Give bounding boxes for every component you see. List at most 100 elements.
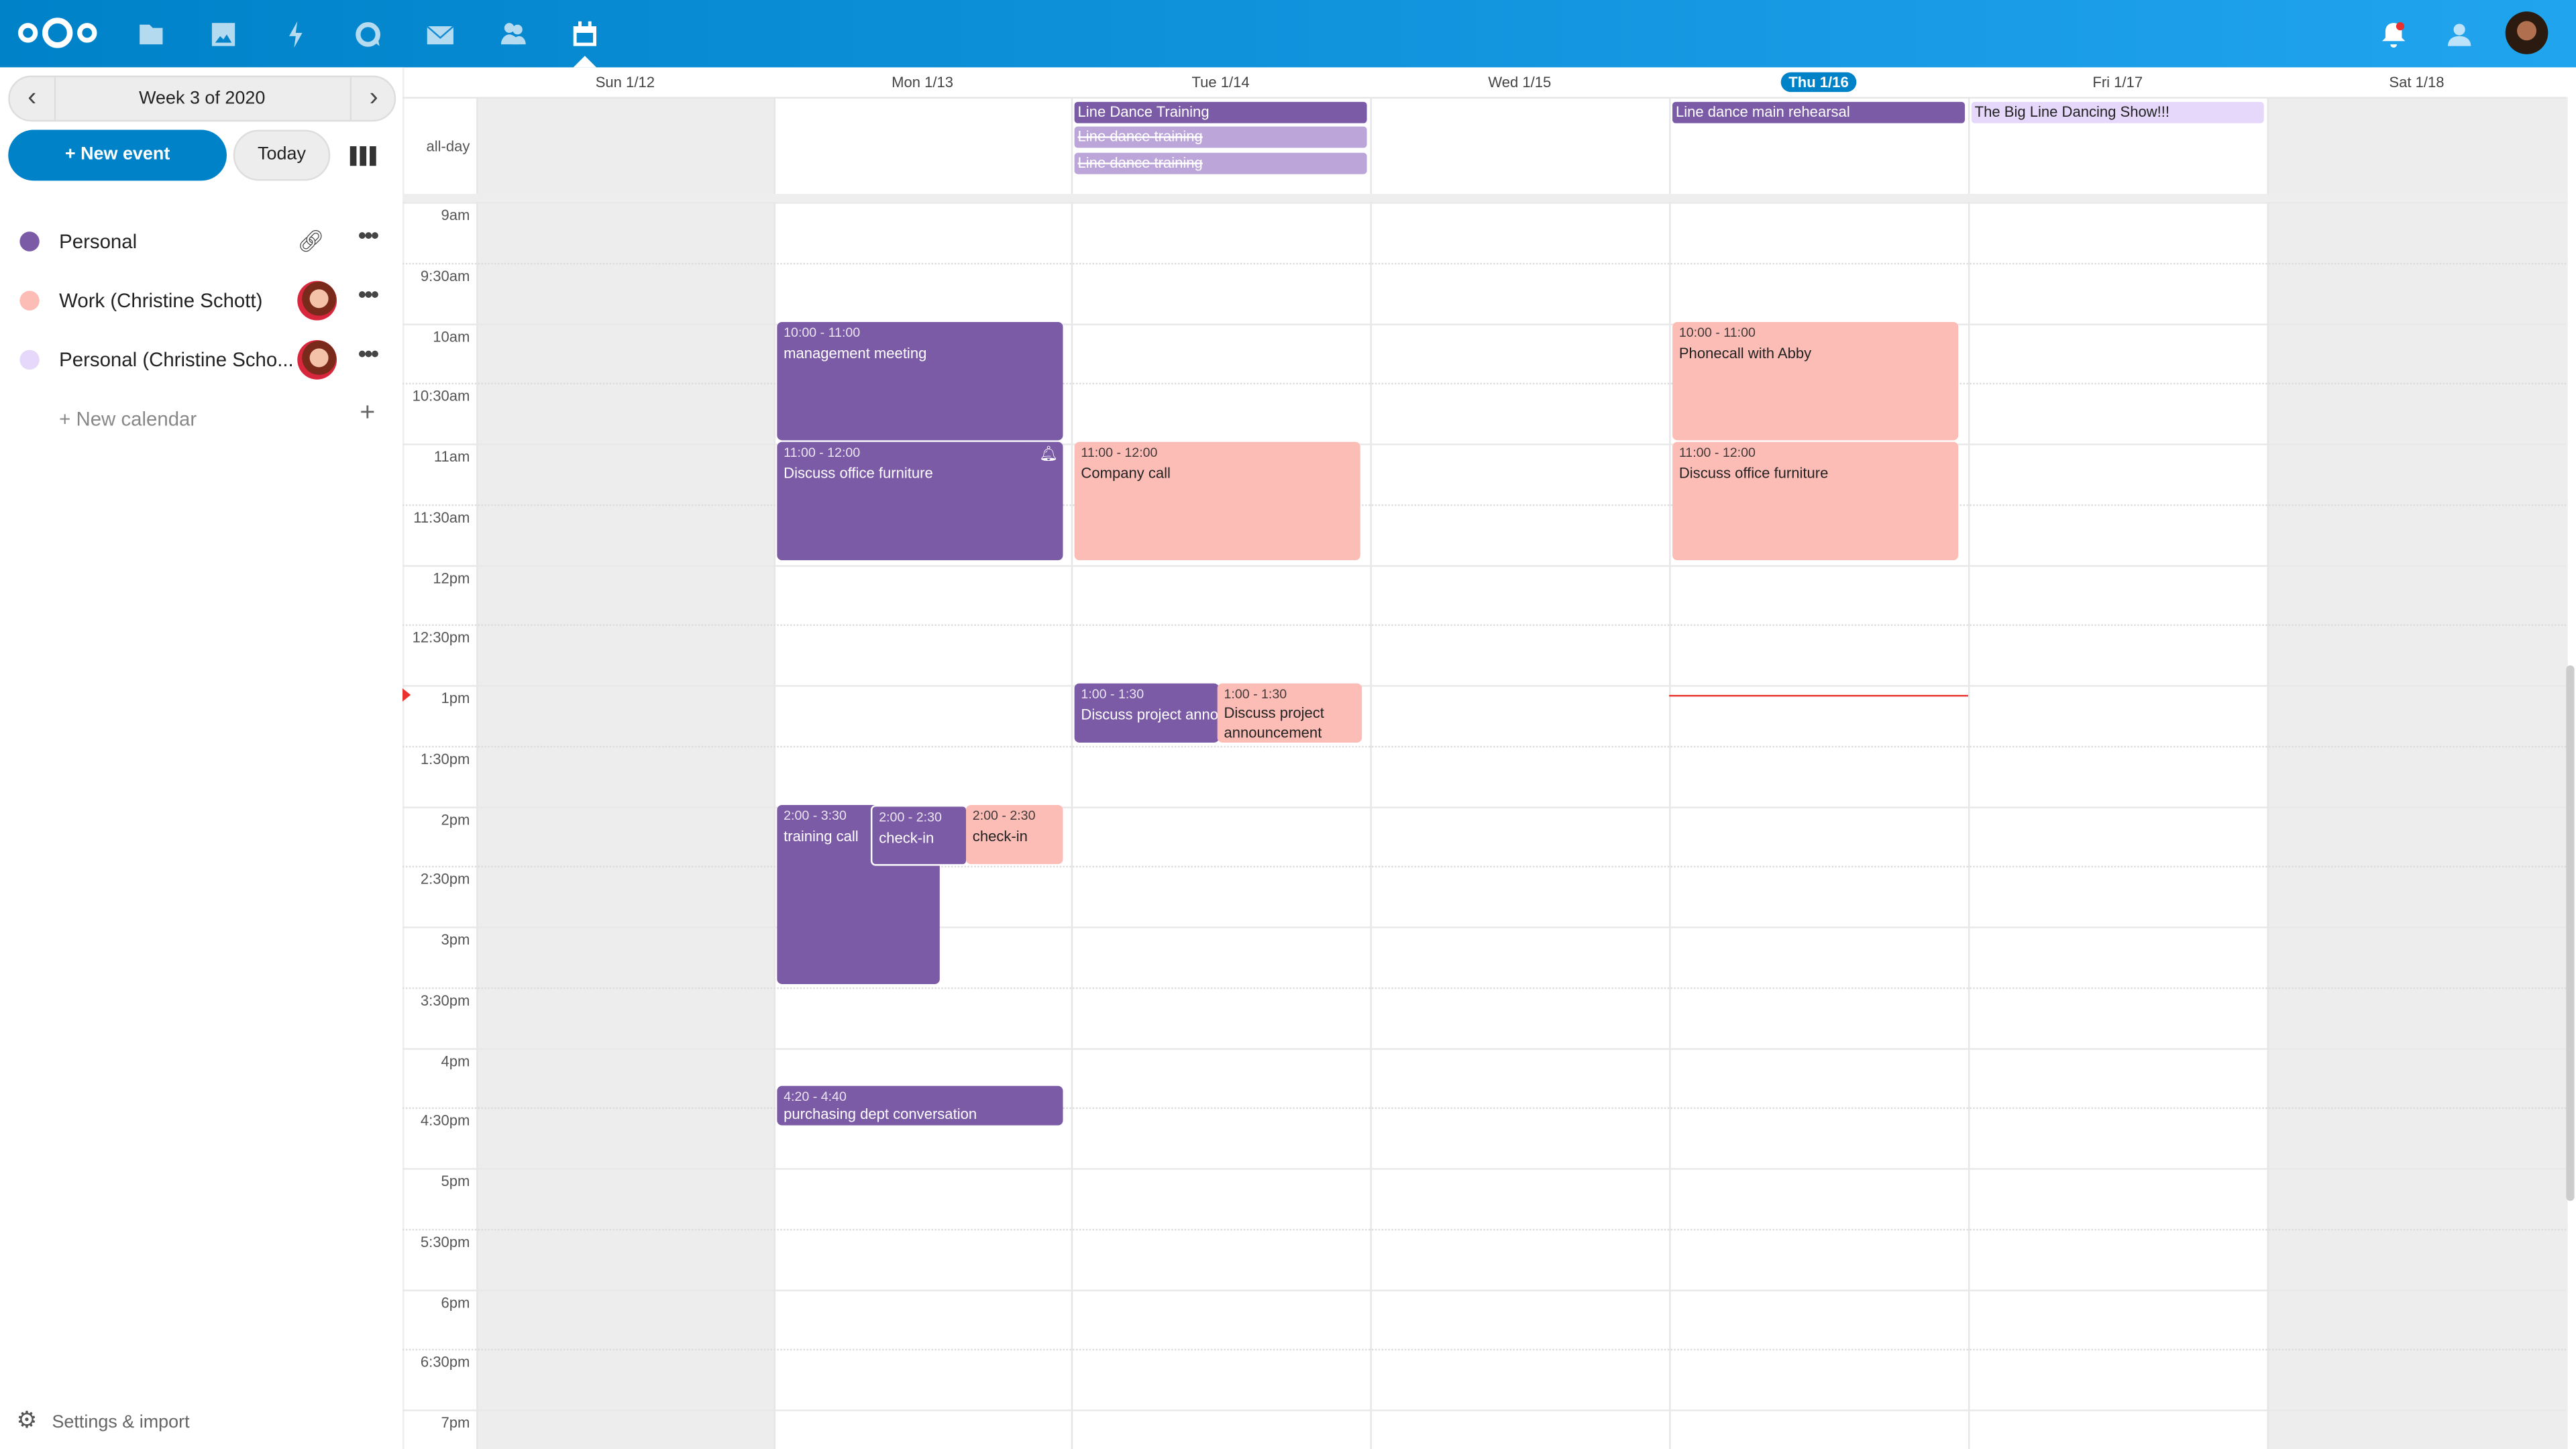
day-column-mon[interactable] [773, 97, 1073, 1449]
grid-line [402, 262, 2567, 264]
calendar-icon[interactable] [568, 18, 601, 51]
today-button[interactable]: Today [233, 129, 331, 181]
event-time: 4:20 - 4:40 [784, 1089, 847, 1104]
photos-icon[interactable] [207, 18, 240, 51]
all-day-event-cancelled[interactable]: Line dance training [1074, 152, 1367, 174]
contacts-icon[interactable] [496, 18, 529, 51]
calendar-name: Personal [59, 229, 138, 254]
view-columns-icon[interactable] [350, 145, 376, 174]
day-column-fri[interactable] [1968, 97, 2269, 1449]
calendar-color-dot[interactable] [19, 350, 40, 370]
calendar-item-work[interactable]: Work (Christine Schott) ••• [0, 271, 402, 330]
notifications-icon[interactable] [2377, 18, 2410, 51]
time-label: 9am [441, 207, 470, 224]
event-title: Discuss office furniture [1678, 465, 1829, 482]
event-title: Discuss office furniture [784, 465, 933, 482]
talk-icon[interactable] [352, 18, 384, 51]
grid-line [402, 202, 2567, 204]
time-label: 2:30pm [420, 871, 470, 888]
day-column-tue[interactable] [1071, 97, 1372, 1449]
day-header: Sat 1/18 [2389, 74, 2445, 91]
grid-line [402, 1289, 2567, 1291]
event[interactable]: 10:00 - 11:00 management meeting [777, 322, 1063, 441]
activity-icon[interactable] [279, 18, 312, 51]
calendar-name: Work (Christine Schott) [59, 289, 263, 313]
grid-line [402, 1168, 2567, 1170]
event-title: Discuss project announcement [1081, 706, 1219, 723]
day-header: Sun 1/12 [595, 74, 655, 91]
user-avatar[interactable] [2505, 11, 2548, 54]
scrollbar[interactable] [2566, 665, 2575, 1201]
event[interactable]: 11:00 - 12:00 Discuss office furniture 🔔︎ [777, 441, 1063, 561]
new-event-button[interactable]: + New event [8, 129, 227, 181]
all-day-divider [402, 193, 2567, 203]
day-header-today: Thu 1/16 [1669, 67, 1968, 97]
time-label: 4:30pm [420, 1112, 470, 1130]
day-column-sat[interactable] [2267, 97, 2568, 1449]
event[interactable]: 1:00 - 1:30 Discuss project announcement [1217, 683, 1362, 743]
all-day-event-cancelled[interactable]: Line dance training [1074, 126, 1367, 148]
settings-import-button[interactable]: ⚙ Settings & import [16, 1406, 189, 1434]
plus-icon[interactable]: + [360, 399, 376, 427]
owner-avatar [297, 339, 337, 380]
grid-line [402, 1228, 2567, 1230]
nextcloud-logo-icon[interactable] [16, 15, 98, 59]
event[interactable]: 10:00 - 11:00 Phonecall with Abby [1672, 322, 1959, 441]
week-label[interactable]: Week 3 of 2020 [139, 89, 266, 109]
files-icon[interactable] [135, 18, 168, 51]
previous-week-button[interactable]: ‹ [10, 77, 56, 120]
more-options-icon[interactable]: ••• [358, 221, 379, 248]
grid-line [402, 745, 2567, 747]
more-options-icon[interactable]: ••• [358, 339, 379, 367]
event-title: Discuss project announcement [1224, 704, 1324, 741]
event-time: 11:00 - 12:00 [1678, 445, 1756, 460]
all-day-event[interactable]: Line Dance Training [1074, 101, 1367, 123]
calendar-item-personal[interactable]: Personal 🔗︎ ••• [0, 212, 402, 271]
current-time-line [1669, 694, 1968, 697]
next-week-button[interactable]: › [350, 77, 396, 120]
mail-icon[interactable] [424, 18, 457, 51]
time-label: 5pm [441, 1173, 470, 1190]
contacts-menu-icon[interactable] [2443, 18, 2476, 51]
event[interactable]: 11:00 - 12:00 Discuss office furniture [1672, 441, 1959, 561]
time-label: 4pm [441, 1052, 470, 1069]
event-title: purchasing dept conversation [784, 1106, 977, 1122]
event[interactable]: 4:20 - 4:40 purchasing dept conversation [777, 1085, 1063, 1126]
day-header: Tue 1/14 [1191, 74, 1250, 91]
more-options-icon[interactable]: ••• [358, 280, 379, 307]
header-divider [402, 97, 2567, 99]
day-column-thu[interactable] [1669, 97, 1970, 1449]
grid-line [402, 323, 2567, 325]
event[interactable]: 1:00 - 1:30 Discuss project announcement [1074, 683, 1220, 743]
event-time: 1:00 - 1:30 [1081, 686, 1144, 702]
grid-line [402, 926, 2567, 928]
owner-avatar [297, 280, 337, 321]
event-time: 10:00 - 11:00 [784, 325, 861, 340]
time-label: 2pm [441, 810, 470, 828]
share-link-icon[interactable]: 🔗︎ [297, 228, 325, 254]
event-time: 2:00 - 2:30 [879, 810, 942, 825]
new-calendar-label: + New calendar [59, 407, 197, 431]
event[interactable]: 2:00 - 2:30 check-in [966, 805, 1063, 865]
grid-line [402, 987, 2567, 989]
grid-line [402, 685, 2567, 687]
calendar-color-dot[interactable] [19, 290, 40, 311]
event[interactable]: 2:00 - 2:30 check-in [870, 805, 968, 866]
all-day-event[interactable]: Line dance main rehearsal [1672, 101, 1965, 123]
event-time: 10:00 - 11:00 [1678, 325, 1756, 340]
all-day-event[interactable]: The Big Line Dancing Show!!! [1971, 101, 2264, 123]
day-column-wed[interactable] [1370, 97, 1670, 1449]
event[interactable]: 11:00 - 12:00 Company call [1074, 441, 1360, 561]
grid-line [402, 443, 2567, 445]
day-column-sun[interactable] [476, 97, 775, 1449]
new-calendar-button[interactable]: + New calendar + [0, 389, 402, 448]
time-label: 6:30pm [420, 1354, 470, 1371]
time-label: 11am [433, 448, 470, 466]
active-app-indicator [573, 56, 596, 68]
calendar-week-grid: Sun 1/12 Mon 1/13 Tue 1/14 Wed 1/15 Thu … [402, 67, 2568, 1449]
day-header: Fri 1/17 [2092, 74, 2143, 91]
calendar-item-personal-shared[interactable]: Personal (Christine Scho... ••• [0, 330, 402, 389]
grid-line [402, 504, 2567, 506]
time-label: 11:30am [413, 508, 470, 526]
calendar-color-dot[interactable] [19, 231, 40, 252]
